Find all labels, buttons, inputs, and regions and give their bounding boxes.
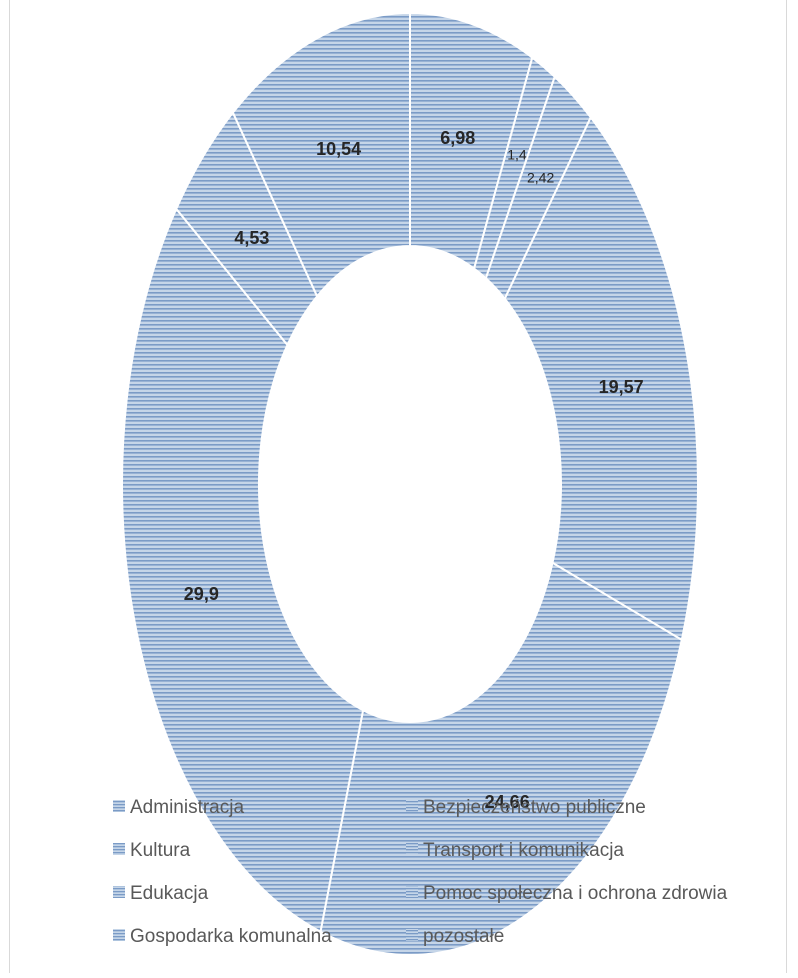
frame-right-border (786, 0, 787, 973)
legend-item-gospodarka-komunalna: Gospodarka komunalna (113, 926, 332, 947)
data-label-transport-i-komunikacja: 19,57 (599, 377, 644, 397)
legend-swatch (406, 886, 418, 898)
legend-swatch (406, 800, 418, 812)
legend-label: Bezpieczeństwo publiczne (423, 797, 646, 818)
frame-left-border (9, 0, 10, 973)
legend-item-administracja: Administracja (113, 797, 244, 818)
legend-item-bezpieczenstwo-publiczne: Bezpieczeństwo publiczne (406, 797, 646, 818)
legend-swatch (113, 843, 125, 855)
slice-transport-i-komunikacja (503, 115, 699, 642)
data-label-edukacja: 24,66 (485, 792, 530, 812)
data-label-gospodarka-komunalna: 4,53 (234, 228, 269, 248)
legend-label: Gospodarka komunalna (130, 926, 332, 947)
legend-swatch (113, 800, 125, 812)
data-label-pomoc-spoleczna-i-ochrona-zdrowia: 29,9 (184, 584, 219, 604)
legend-label: Pomoc społeczna i ochrona zdrowia (423, 883, 728, 904)
legend-swatch (406, 929, 418, 941)
data-label-pozostale: 10,54 (316, 139, 361, 159)
legend-item-edukacja: Edukacja (113, 883, 209, 904)
legend-item-pomoc-spoleczna-i-ochrona-zdrowia: Pomoc społeczna i ochrona zdrowia (406, 883, 728, 904)
legend-swatch (113, 886, 125, 898)
data-labels: 6,98 1,42,42 19,57 24,66 29,9 4,53 10,54 (184, 128, 644, 812)
legend-item-kultura: Kultura (113, 840, 191, 861)
legend-label: Edukacja (130, 883, 209, 904)
data-label-kultura: 2,42 (527, 170, 554, 186)
data-label-administracja: 6,98 (440, 128, 475, 148)
legend-item-transport-i-komunikacja: Transport i komunikacja (406, 840, 624, 861)
legend-swatch (113, 929, 125, 941)
doughnut-slices (121, 11, 699, 956)
legend-swatch (406, 843, 418, 855)
legend-label: pozostałe (423, 926, 504, 947)
legend-label: Kultura (130, 840, 191, 861)
legend-item-pozostale: pozostałe (406, 926, 504, 947)
data-label-bezpieczenstwo-publiczne: 1,4 (507, 146, 527, 162)
slice-edukacja (319, 561, 683, 956)
legend-label: Administracja (130, 797, 244, 818)
legend: Administracja Bezpieczeństwo publiczne Kul… (113, 797, 728, 947)
legend-label: Transport i komunikacja (423, 840, 624, 861)
slice-pomoc-spoleczna-i-ochrona-zdrowia (121, 206, 365, 934)
slice-pozostale (231, 11, 411, 299)
